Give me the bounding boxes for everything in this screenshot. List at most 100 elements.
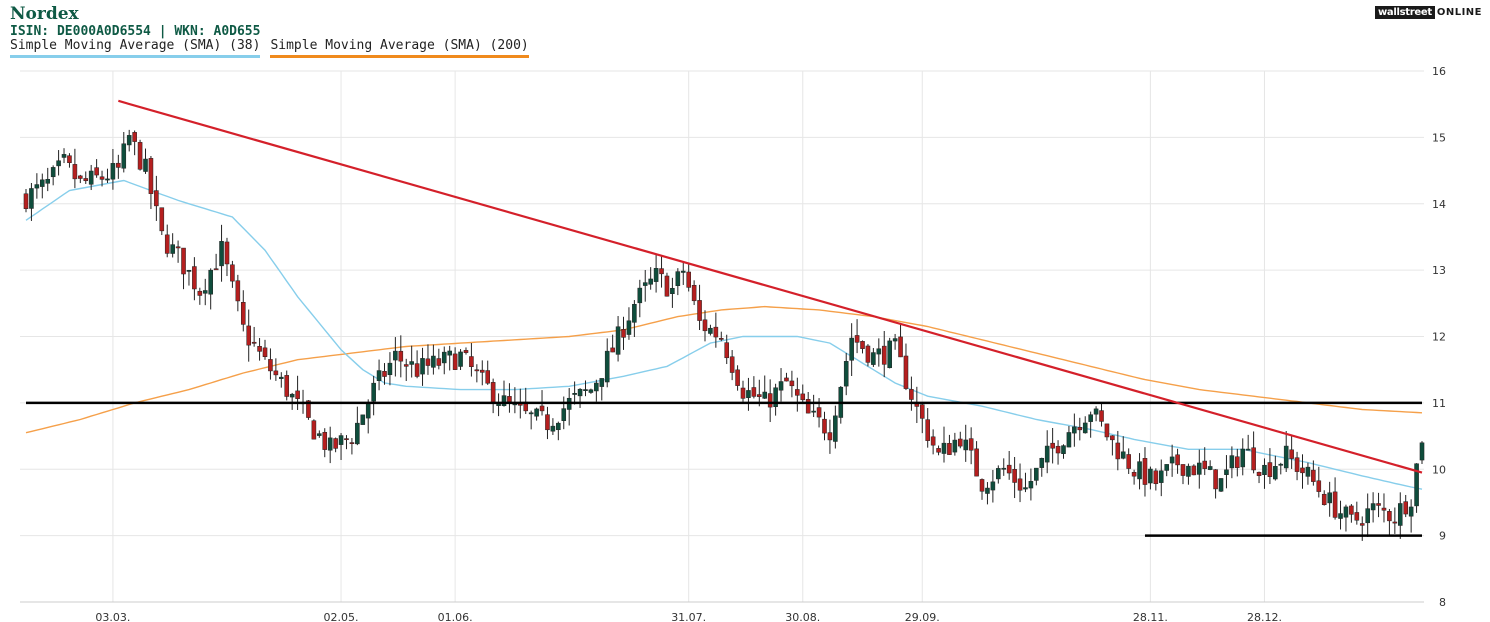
candle — [420, 347, 425, 386]
candle-body — [784, 377, 789, 382]
candle-body — [1240, 448, 1246, 468]
candle — [697, 284, 702, 331]
legend-item-sma200[interactable]: Simple Moving Average (SMA) (200) — [270, 38, 529, 58]
candle-body — [958, 438, 963, 447]
candle-body — [1229, 455, 1235, 469]
trendline — [118, 99, 1423, 474]
candle-body — [1414, 463, 1419, 507]
candle — [61, 148, 67, 164]
candle — [382, 363, 387, 385]
candle — [1240, 438, 1246, 476]
candle — [1158, 459, 1164, 497]
candle — [1017, 463, 1023, 503]
y-tick-label: 15 — [1432, 131, 1446, 144]
candle-body — [545, 414, 550, 431]
candle — [333, 437, 338, 453]
candle-body — [930, 436, 936, 446]
candle-body — [257, 346, 262, 352]
candle-body — [702, 319, 708, 332]
candle-body — [1419, 442, 1425, 461]
candle-body — [403, 364, 409, 367]
candle-body — [382, 371, 387, 377]
y-tick-label: 11 — [1432, 397, 1446, 410]
candle-body — [534, 408, 539, 417]
candle — [246, 309, 251, 362]
candle — [154, 175, 159, 221]
candle-body — [664, 275, 670, 297]
candle — [713, 312, 719, 348]
candle — [148, 156, 154, 209]
candle — [740, 380, 746, 402]
candle — [1044, 430, 1050, 474]
candle-body — [110, 163, 116, 180]
candle-body — [1359, 523, 1365, 526]
y-tick-label: 9 — [1439, 530, 1446, 543]
candle — [479, 360, 485, 386]
candle — [1245, 434, 1251, 451]
candle-body — [431, 355, 436, 368]
candle-body — [860, 341, 865, 349]
candle-body — [387, 362, 393, 376]
candle-body — [137, 142, 143, 170]
candle — [903, 343, 909, 391]
candle — [436, 348, 442, 370]
candle — [45, 167, 51, 192]
candle-body — [284, 375, 290, 397]
sma200-line — [25, 305, 1423, 434]
candle-body — [827, 432, 833, 441]
candle-body — [94, 167, 99, 176]
candle-body — [436, 358, 442, 366]
candle-body — [1283, 445, 1289, 469]
wallstreet-online-logo[interactable]: wallstreet ONLINE — [1374, 6, 1482, 19]
candle-body — [1403, 501, 1408, 515]
candle — [784, 372, 789, 382]
candle-body — [1039, 457, 1045, 468]
candle — [34, 173, 40, 199]
candle-body — [968, 438, 974, 451]
candle-body — [843, 361, 849, 387]
candle-body — [469, 356, 474, 367]
candle-body — [1028, 481, 1034, 489]
candle-body — [773, 387, 778, 407]
candle — [349, 438, 355, 455]
candle-body — [1077, 427, 1083, 431]
candle-body — [268, 359, 273, 372]
candle — [528, 410, 534, 430]
candle — [1088, 411, 1093, 438]
candle-body — [1180, 464, 1186, 476]
legend-item-sma38[interactable]: Simple Moving Average (SMA) (38) — [10, 38, 261, 58]
candle-body — [963, 439, 969, 451]
candle-body — [604, 350, 610, 383]
candle-body — [594, 382, 599, 392]
candle-body — [990, 481, 996, 491]
y-tick-label: 8 — [1439, 596, 1446, 609]
candle-body — [126, 135, 132, 146]
candle — [99, 170, 105, 187]
candle-body — [29, 188, 34, 209]
candle — [1082, 416, 1088, 434]
candle — [773, 383, 778, 416]
candle-body — [501, 395, 507, 407]
candle-body — [327, 437, 333, 451]
candle-body — [246, 325, 251, 346]
candle-body — [1365, 508, 1370, 524]
candle — [1148, 466, 1153, 490]
candle-body — [121, 143, 127, 169]
candle — [572, 381, 577, 405]
candle-body — [876, 348, 882, 355]
candle-body — [1055, 445, 1061, 454]
candle-body — [365, 402, 371, 419]
candle-body — [1126, 454, 1131, 469]
candle — [534, 407, 539, 421]
candle — [789, 370, 795, 398]
candle — [355, 406, 360, 446]
candle-body — [132, 132, 137, 142]
candle-body — [306, 400, 311, 418]
candle — [121, 132, 127, 173]
candle — [1267, 448, 1273, 485]
candle-body — [1093, 408, 1099, 415]
candle — [1180, 464, 1186, 485]
candle — [702, 310, 708, 342]
candle — [197, 287, 203, 305]
